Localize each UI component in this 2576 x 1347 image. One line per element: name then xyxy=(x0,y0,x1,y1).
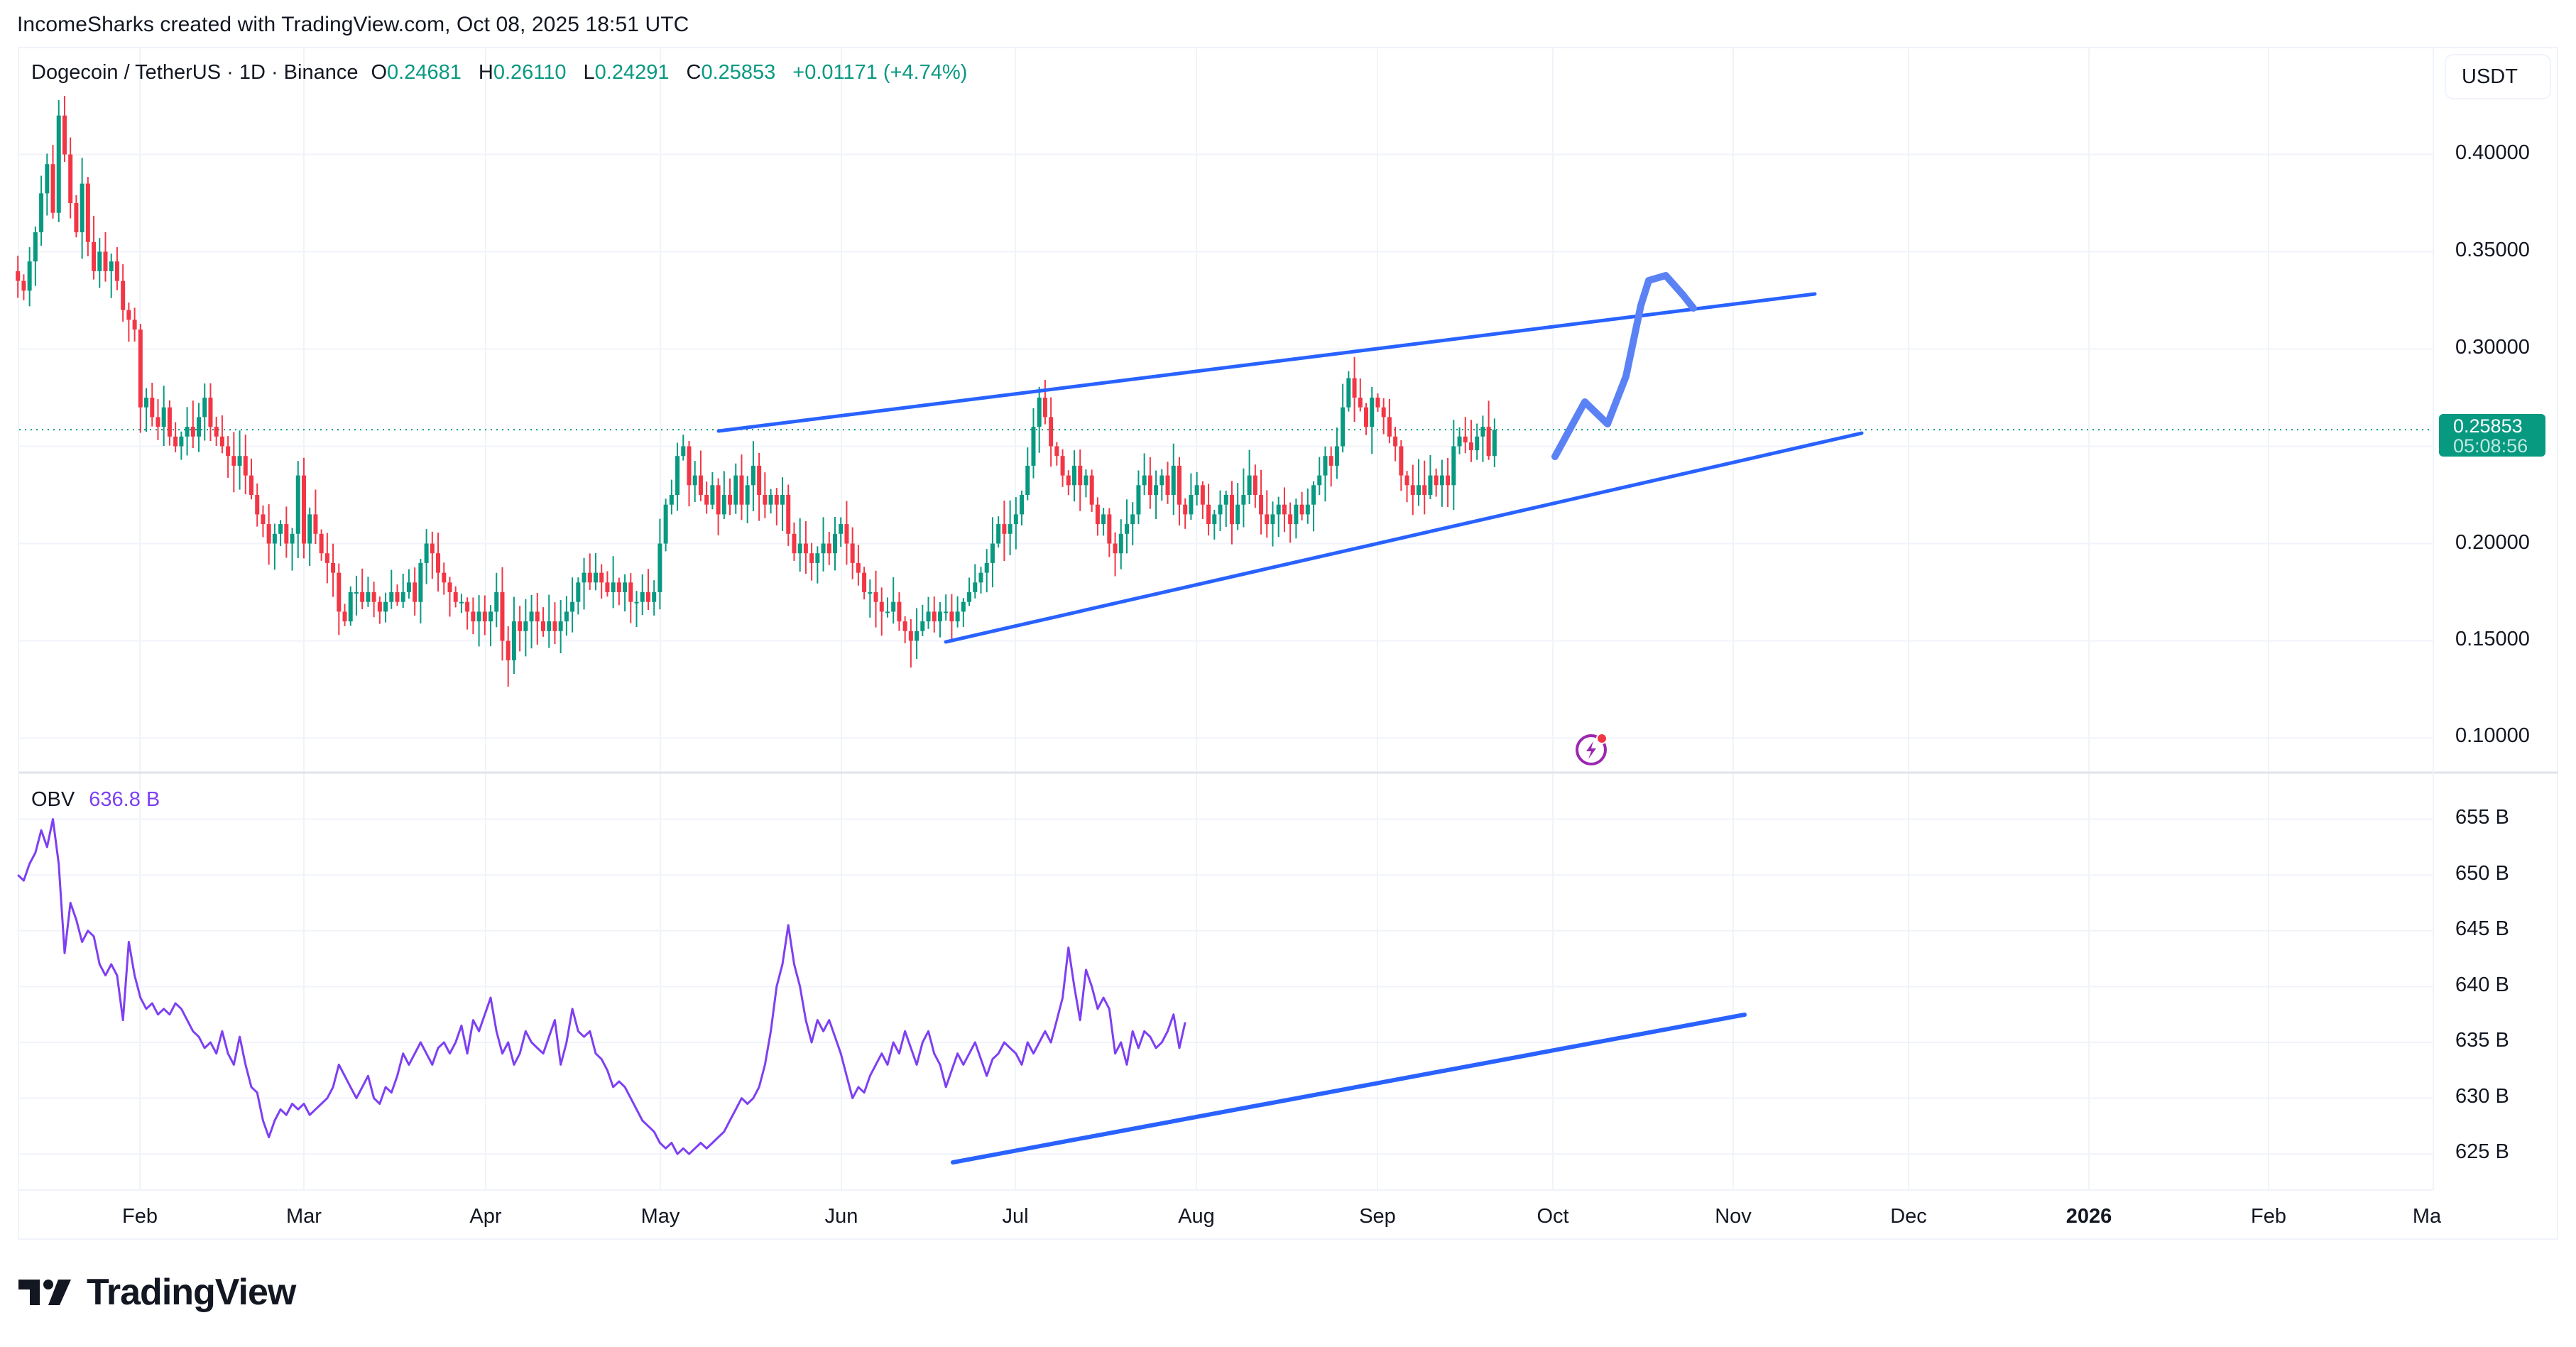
low-value: 0.24291 xyxy=(594,61,670,84)
obv-tick: 645 B xyxy=(2455,917,2509,940)
time-tick: Ma xyxy=(2412,1205,2442,1228)
obv-tick: 635 B xyxy=(2455,1029,2509,1052)
currency-button[interactable]: USDT xyxy=(2445,54,2551,99)
price-tick: 0.15000 xyxy=(2455,628,2530,650)
time-tick: Jul xyxy=(1002,1205,1029,1228)
time-tick: Oct xyxy=(1537,1205,1569,1228)
obv-tick: 625 B xyxy=(2455,1140,2509,1163)
symbol-legend: Dogecoin / TetherUS · 1D · Binance O0.24… xyxy=(31,61,977,84)
time-tick: Aug xyxy=(1178,1205,1215,1228)
time-tick: Nov xyxy=(1715,1205,1752,1228)
time-tick: Dec xyxy=(1890,1205,1927,1228)
obv-tick: 655 B xyxy=(2455,806,2509,829)
high-key: H xyxy=(478,61,493,84)
price-tick: 0.35000 xyxy=(2455,239,2530,261)
obv-tick: 630 B xyxy=(2455,1085,2509,1108)
close-value: 0.25853 xyxy=(701,61,776,84)
time-tick: Sep xyxy=(1359,1205,1396,1228)
high-value: 0.26110 xyxy=(493,61,567,84)
time-tick-year: 2026 xyxy=(2065,1205,2112,1228)
obv-value: 636.8 B xyxy=(89,788,160,811)
time-tick: May xyxy=(640,1205,680,1228)
time-tick: Apr xyxy=(469,1205,502,1228)
tradingview-logo-icon xyxy=(18,1280,71,1305)
last-price-value: 0.25853 xyxy=(2453,415,2523,437)
price-tick: 0.40000 xyxy=(2455,141,2530,164)
close-key: C xyxy=(686,61,702,84)
price-tick: 0.10000 xyxy=(2455,724,2530,747)
tradingview-wordmark: TradingView xyxy=(87,1272,296,1313)
low-key: L xyxy=(583,61,595,84)
last-price-badge: 0.25853 05:08:56 xyxy=(2439,414,2545,457)
obv-legend: OBV 636.8 B xyxy=(31,788,160,812)
chart-frame xyxy=(18,47,2558,1240)
bar-countdown: 05:08:56 xyxy=(2453,435,2528,457)
time-tick: Feb xyxy=(122,1205,158,1228)
tradingview-logo[interactable]: TradingView xyxy=(18,1271,296,1314)
price-tick: 0.20000 xyxy=(2455,531,2530,554)
open-key: O xyxy=(371,61,388,84)
open-value: 0.24681 xyxy=(387,61,462,84)
change-value: +0.01171 (+4.74%) xyxy=(792,61,968,84)
obv-title[interactable]: OBV xyxy=(31,788,75,811)
time-tick: Jun xyxy=(824,1205,858,1228)
obv-tick: 650 B xyxy=(2455,862,2509,885)
attribution-text: IncomeSharks created with TradingView.co… xyxy=(17,13,689,36)
time-tick: Mar xyxy=(286,1205,322,1228)
price-tick: 0.30000 xyxy=(2455,336,2530,359)
time-tick: Feb xyxy=(2251,1205,2286,1228)
obv-tick: 640 B xyxy=(2455,974,2509,996)
lightning-alert-icon[interactable] xyxy=(1573,729,1612,768)
symbol-title[interactable]: Dogecoin / TetherUS · 1D · Binance xyxy=(31,61,359,84)
